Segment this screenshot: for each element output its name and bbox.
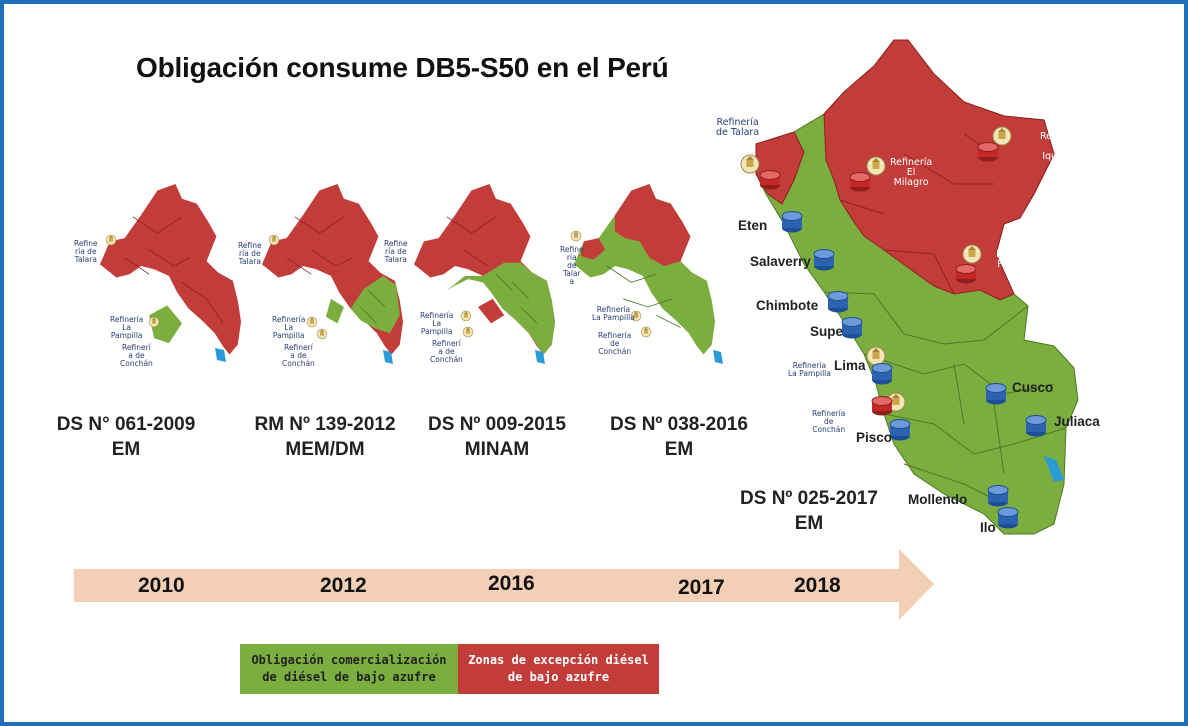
map-2016-lapampilla-label: Refinería La Pampilla: [420, 311, 454, 336]
map-2016: [414, 184, 556, 355]
decree-2018: DS Nº 025-2017 EM: [740, 488, 878, 535]
decree-2010: DS N° 061-2009 EM: [56, 414, 196, 461]
year-2010: 2010: [138, 574, 185, 597]
city-cusco: Cusco: [1012, 380, 1054, 395]
map-2012-conchan-label: Refinerí a de Conchán: [282, 343, 315, 368]
big-map-el-milagro-label: Refinería El Milagro: [890, 157, 933, 188]
maps-and-timeline: [74, 39, 1079, 620]
map-2017-talara-label: Refine ría de Talar a: [560, 245, 584, 286]
city-juliaca: Juliaca: [1054, 414, 1100, 429]
year-2016: 2016: [488, 572, 535, 595]
decree-2017: DS Nº 038-2016 EM: [610, 414, 748, 461]
map-2010-talara-label: Refine ría de Talara: [74, 239, 98, 264]
year-2017: 2017: [678, 576, 725, 599]
slide-title: Obligación consume DB5-S50 en el Perú: [136, 52, 669, 83]
map-2010-conchan-label: Refinerí a de Conchán: [120, 343, 153, 368]
city-eten: Eten: [738, 218, 768, 233]
map-2017-lapampilla-label: Refinería La Pampilla: [592, 305, 635, 322]
map-2012-talara-label: Refine ría de Talara: [238, 241, 262, 266]
decree-2016: DS Nº 009-2015 MINAM: [428, 414, 566, 461]
legend-obligation: Obligación comercialización de diésel de …: [240, 644, 458, 694]
big-map-iquitos-label: Refinerí a Iquitos: [1040, 131, 1077, 162]
decree-2012: RM Nº 139-2012 MEM/DM: [254, 414, 396, 461]
map-2010: [100, 184, 242, 355]
map-2018: [755, 39, 1079, 535]
map-2012-lapampilla-label: Refinería La Pampilla: [272, 315, 306, 340]
map-2017: [574, 184, 716, 355]
map-2012: [262, 184, 404, 355]
city-ilo: Ilo: [980, 520, 996, 535]
map-2010-lapampilla-label: Refinería La Pampilla: [110, 315, 144, 340]
timeline-arrow: [74, 549, 934, 620]
year-2018: 2018: [794, 574, 841, 597]
city-salaverry: Salaverry: [750, 254, 811, 269]
big-map-lapampilla-label: Refinería La Pampilla: [788, 361, 831, 378]
city-pisco: Pisco: [856, 430, 893, 445]
map-2012-talara-alt-label: Refine ría de Talara: [384, 239, 408, 264]
big-map-pucallpa-label: Refinería Pucallpa: [996, 249, 1039, 270]
year-2012: 2012: [320, 574, 367, 597]
map-2017-conchan-label: Refinería de Conchán: [598, 331, 632, 356]
city-lima: Lima: [834, 358, 866, 373]
legend-exception: Zonas de excepción diésel de bajo azufre: [458, 644, 659, 694]
city-chimbote: Chimbote: [756, 298, 819, 313]
city-supe: Supe: [810, 324, 844, 339]
map-2016-conchan-label: Refinerí a de Conchán: [430, 339, 463, 364]
big-map-conchan-label: Refinería de Conchán: [812, 409, 846, 434]
city-mollendo: Mollendo: [908, 492, 968, 507]
big-map-talara-label: Refinería de Talara: [716, 117, 760, 138]
